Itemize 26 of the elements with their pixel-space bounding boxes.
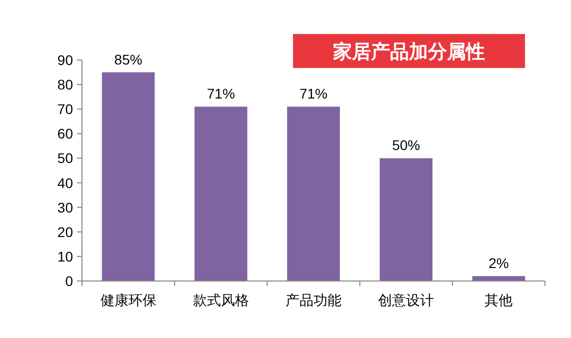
- x-tick-label: 创意设计: [378, 292, 434, 308]
- y-tick-label: 10: [57, 248, 74, 264]
- bar: [287, 106, 340, 281]
- data-label: 71%: [206, 86, 235, 102]
- x-tick-label: 款式风格: [192, 292, 249, 308]
- x-tick-label: 产品功能: [286, 292, 342, 308]
- bar: [102, 72, 155, 281]
- bar: [380, 158, 432, 281]
- bar: [472, 276, 526, 281]
- y-tick-label: 30: [57, 199, 74, 216]
- y-tick-label: 80: [57, 76, 74, 93]
- data-label: 50%: [392, 137, 420, 154]
- x-tick-label: 健康环保: [100, 292, 156, 308]
- data-label: 85%: [114, 51, 142, 68]
- y-tick-label: 0: [65, 273, 74, 289]
- x-tick-label: 其他: [484, 292, 513, 308]
- data-label: 71%: [299, 86, 328, 102]
- y-tick-label: 40: [57, 174, 74, 191]
- y-tick-label: 70: [57, 101, 74, 118]
- data-label: 2%: [488, 255, 509, 272]
- y-tick-label: 20: [57, 224, 74, 240]
- chart-title: 家居产品加分属性: [332, 41, 485, 63]
- y-tick-label: 60: [57, 126, 74, 142]
- y-tick-label: 90: [57, 52, 74, 68]
- y-tick-label: 50: [57, 150, 74, 166]
- bar: [194, 106, 248, 281]
